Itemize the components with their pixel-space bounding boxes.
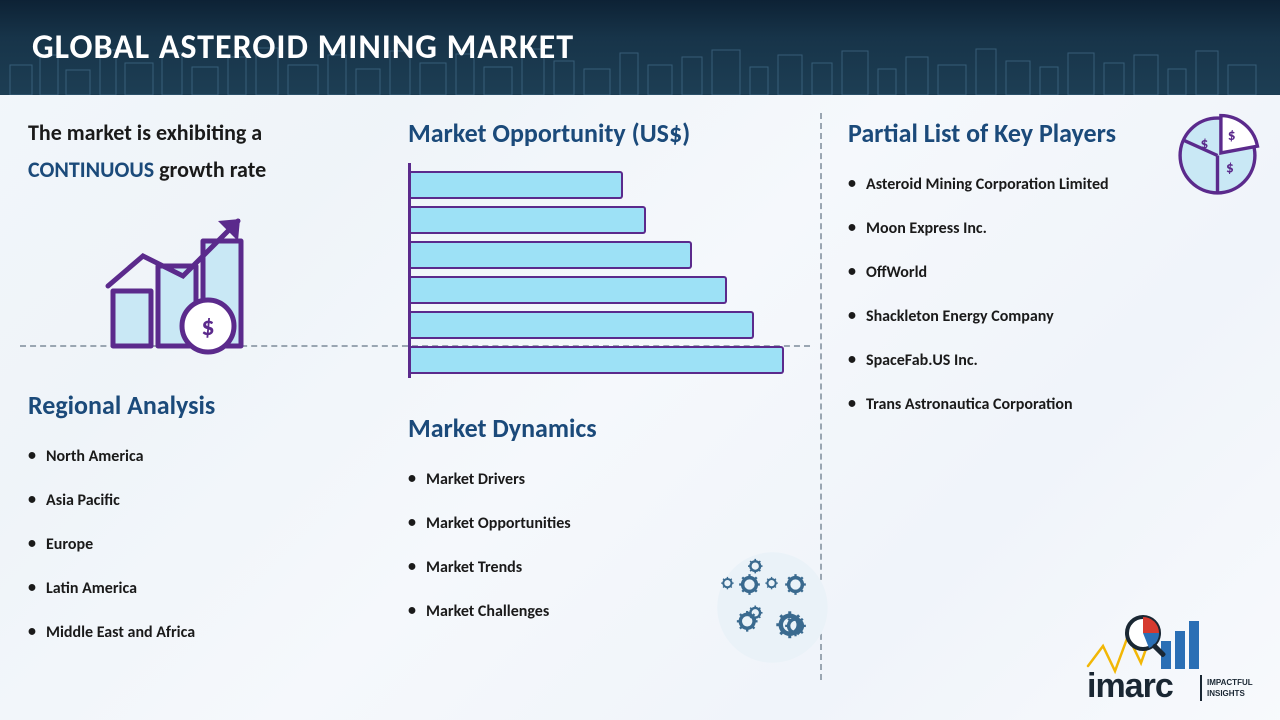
page-title: GLOBAL ASTEROID MINING MARKET (32, 27, 574, 68)
list-item: OffWorld (848, 251, 1148, 295)
header-banner: GLOBAL ASTEROID MINING MARKET (0, 0, 1280, 95)
opportunity-bar (411, 171, 623, 199)
svg-text:$: $ (1228, 126, 1236, 145)
intro-line2: CONTINUOUS growth rate (28, 156, 356, 183)
intro-line1: The market is exhibiting a (28, 119, 356, 146)
logo-tag2: INSIGHTS (1207, 689, 1245, 698)
list-item: Market Drivers (408, 458, 796, 502)
opportunity-bar (411, 311, 754, 339)
regional-list: North America Asia Pacific Europe Latin … (28, 435, 356, 655)
intro-emphasis: CONTINUOUS (28, 156, 154, 183)
intro-suffix: growth rate (154, 156, 266, 183)
opportunity-bar-chart (408, 163, 796, 378)
logo-tag1: IMPACTFUL (1207, 678, 1253, 687)
content-grid: The market is exhibiting a CONTINUOUS gr… (0, 95, 1280, 720)
list-item: Moon Express Inc. (848, 207, 1148, 251)
right-column: Partial List of Key Players Asteroid Min… (820, 95, 1280, 720)
list-item: Asteroid Mining Corporation Limited (848, 163, 1148, 207)
players-list: Asteroid Mining Corporation Limited Moon… (848, 163, 1148, 427)
list-item: Europe (28, 523, 356, 567)
opportunity-bar (411, 206, 646, 234)
svg-text:$: $ (1201, 135, 1209, 154)
list-item: Middle East and Africa (28, 611, 356, 655)
opportunity-bar (411, 276, 727, 304)
list-item: North America (28, 435, 356, 479)
list-item: Latin America (28, 567, 356, 611)
pie-chart-icon: $ $ $ (1175, 113, 1260, 198)
list-item: Trans Astronautica Corporation (848, 383, 1148, 427)
gear-cluster-icon (715, 550, 830, 665)
logo-brand: imarc (1087, 667, 1173, 705)
list-item: Shackleton Energy Company (848, 295, 1148, 339)
opportunity-bar (411, 346, 784, 374)
regional-title: Regional Analysis (28, 389, 356, 421)
dynamics-title: Market Dynamics (408, 412, 796, 444)
growth-chart-icon: $ (88, 201, 288, 361)
svg-text:$: $ (201, 310, 214, 342)
left-column: The market is exhibiting a CONTINUOUS gr… (0, 95, 380, 720)
middle-column: Market Opportunity (US$) Market Dynamics… (380, 95, 820, 720)
imarc-logo: imarc IMPACTFUL INSIGHTS (1083, 611, 1258, 706)
list-item: SpaceFab.US Inc. (848, 339, 1148, 383)
opportunity-title: Market Opportunity (US$) (408, 117, 796, 149)
svg-text:$: $ (1226, 159, 1234, 178)
list-item: Market Opportunities (408, 502, 796, 546)
list-item: Asia Pacific (28, 479, 356, 523)
opportunity-bar (411, 241, 692, 269)
